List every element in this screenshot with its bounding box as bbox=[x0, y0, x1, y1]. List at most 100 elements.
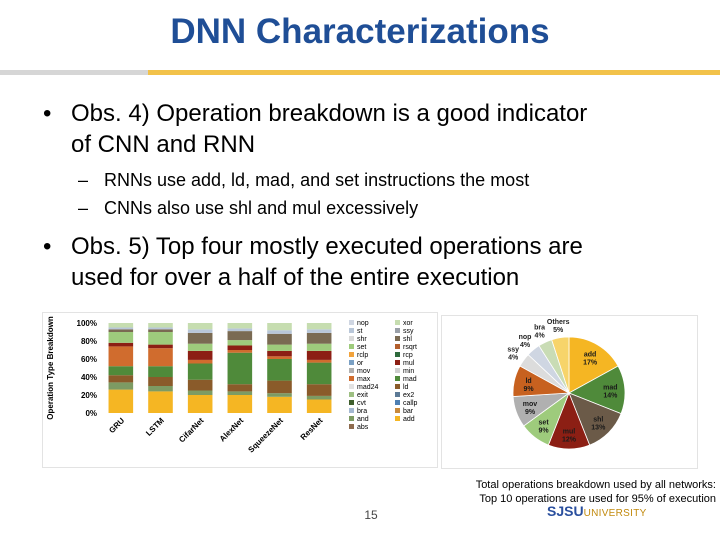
bullet-obs5-line2: used for over a half of the entire execu… bbox=[71, 264, 520, 291]
x-tick-label: AlexNet bbox=[218, 416, 246, 444]
legend-swatch bbox=[349, 408, 354, 413]
x-tick-label: SqueezeNet bbox=[246, 416, 285, 455]
y-tick-label: 100% bbox=[77, 319, 97, 328]
bar-segment-add bbox=[148, 391, 173, 413]
legend-swatch bbox=[395, 352, 400, 357]
legend-swatch bbox=[395, 360, 400, 365]
logo-main: SJSU bbox=[547, 503, 584, 519]
bullet-obs4-line1: Obs. 4) Operation breakdown is a good in… bbox=[71, 100, 588, 127]
bar-segment-add bbox=[187, 395, 213, 413]
pie-label-line: 17% bbox=[583, 359, 598, 366]
bar-segment-add bbox=[227, 395, 253, 413]
pie-slice-add bbox=[568, 336, 619, 394]
pie-label-ld: ld 9% bbox=[523, 378, 534, 393]
legend-swatch bbox=[395, 400, 400, 405]
legend-entry-st: st bbox=[357, 328, 363, 335]
bar-segment-mad bbox=[306, 362, 332, 385]
pie-chart: add 17% mad 14% shl 13% mul 12% set 9% mov 9% ld 9% ss… bbox=[441, 315, 698, 469]
sub-bullet-dash: – bbox=[78, 170, 89, 190]
bar-segment-add bbox=[108, 389, 134, 413]
bar-segment-mad bbox=[148, 366, 173, 377]
pie-label-line: 9% bbox=[523, 386, 534, 393]
bar-segment-ld bbox=[187, 379, 213, 391]
bar-segment-mul bbox=[267, 350, 292, 357]
legend-entry-bar: bar bbox=[403, 408, 414, 415]
legend-swatch bbox=[349, 336, 354, 341]
chart-caption-line2: Top 10 operations are used for 95% of ex… bbox=[479, 493, 716, 505]
pie-label-line: bra bbox=[534, 325, 545, 332]
pie-label-set: set 9% bbox=[539, 420, 550, 435]
legend-entry-rsqrt: rsqrt bbox=[403, 344, 417, 351]
bar-segment-set bbox=[148, 332, 173, 345]
legend-entry-add: add bbox=[403, 416, 415, 423]
legend-entry-mad: mad bbox=[403, 376, 417, 383]
bar-segment-st bbox=[148, 327, 173, 330]
bar-segment-max bbox=[187, 359, 213, 364]
legend-swatch bbox=[395, 392, 400, 397]
bar-segment-ld bbox=[267, 380, 292, 394]
bullet-obs5-line1: Obs. 5) Top four mostly executed operati… bbox=[71, 233, 583, 260]
bar-segment-mad bbox=[187, 363, 213, 380]
legend-entry-xor: xor bbox=[403, 320, 413, 327]
bar-segment-xor bbox=[306, 323, 332, 330]
bar-segment-set bbox=[267, 344, 292, 351]
bar-segment-st bbox=[187, 329, 213, 333]
bar-segment-st bbox=[227, 328, 253, 332]
bullet-obs5: • Obs. 5) Top four mostly executed opera… bbox=[43, 231, 711, 293]
bar-segment-mul bbox=[306, 350, 332, 360]
legend-entry-rcp: rcp bbox=[403, 352, 413, 359]
bar-segment-mul bbox=[227, 345, 253, 350]
legend-swatch bbox=[349, 344, 354, 349]
pie-label-line: ld bbox=[525, 378, 531, 385]
pie-label-line: add bbox=[584, 351, 596, 358]
bar-segment-st bbox=[267, 330, 292, 334]
legend-entry-set: set bbox=[357, 344, 366, 351]
legend-entry-rclp: rclp bbox=[357, 352, 368, 359]
pie-label-line: set bbox=[539, 420, 550, 427]
bar-segment-ld bbox=[306, 384, 332, 396]
pie-label-line: 4% bbox=[508, 354, 519, 361]
slide-title: DNN Characterizations bbox=[170, 12, 550, 51]
bar-segment-set bbox=[108, 332, 134, 343]
university-logo: SJSUUNIVERSITY bbox=[547, 503, 647, 519]
pie-slice-Others bbox=[551, 336, 570, 394]
legend-swatch bbox=[349, 400, 354, 405]
legend-entry-shr: shr bbox=[357, 336, 367, 343]
bar-segment-and bbox=[148, 386, 173, 392]
sub-bullet-rnn-text: RNNs use add, ld, mad, and set instructi… bbox=[104, 170, 530, 190]
stacked-bar-chart: Operation Type Breakdown 0% 20% 40% 60% 80% 10… bbox=[42, 312, 438, 468]
pie-label-mad: mad 14% bbox=[603, 384, 618, 399]
bar-segment-shl bbox=[227, 331, 253, 341]
bullet-obs4-line2: of CNN and RNN bbox=[71, 131, 256, 158]
legend-swatch bbox=[349, 392, 354, 397]
page-number: 15 bbox=[364, 508, 378, 522]
pie-label-line: 4% bbox=[535, 333, 546, 340]
pie-label-add: add 17% bbox=[583, 351, 598, 366]
bar-segment-ld bbox=[227, 384, 253, 392]
legend-swatch bbox=[395, 384, 400, 389]
chart-caption: Total operations breakdown used by all n… bbox=[442, 478, 716, 506]
pie-label-line: mad bbox=[603, 384, 617, 391]
pie-label-line: nop bbox=[519, 334, 532, 341]
pie-label-mul: mul 12% bbox=[562, 428, 577, 443]
bar-segment-and bbox=[227, 391, 253, 395]
bar-segment-and bbox=[108, 382, 134, 390]
x-tick-label: CifarNet bbox=[177, 416, 206, 445]
x-tick-label: GRU bbox=[107, 416, 126, 435]
bar-segment-xor bbox=[267, 323, 292, 331]
pie-label-Others: Others 5% bbox=[547, 319, 570, 334]
sub-bullet-dash: – bbox=[78, 198, 89, 218]
pie-label-line: shl bbox=[593, 416, 603, 423]
sub-bullet-rnn: – RNNs use add, ld, mad, and set instruc… bbox=[78, 167, 704, 193]
legend-swatch bbox=[395, 408, 400, 413]
chart-caption-line1: Total operations breakdown used by all n… bbox=[475, 479, 716, 491]
pie-label-line: 4% bbox=[520, 342, 531, 349]
legend-entry-ld: ld bbox=[403, 384, 409, 391]
legend-entry-min: min bbox=[403, 368, 414, 375]
bar-segment-mul bbox=[187, 350, 213, 360]
pie-label-line: mul bbox=[563, 428, 576, 435]
bar-segment-mul bbox=[108, 342, 134, 347]
pie-label-line: mov bbox=[523, 401, 538, 408]
bar-segment-set bbox=[227, 340, 253, 346]
bar-segment-mad bbox=[227, 352, 253, 385]
